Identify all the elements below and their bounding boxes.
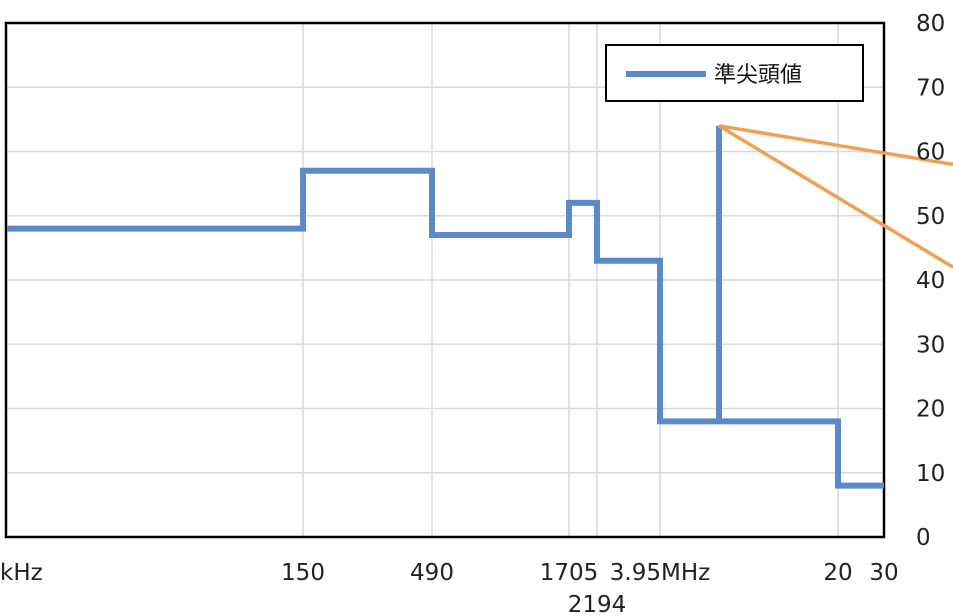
annotation-line	[718, 124, 953, 167]
y-tick-label: 40	[916, 268, 945, 294]
y-tick-label: 50	[916, 204, 945, 230]
y-tick-label: 60	[916, 140, 945, 166]
plot-area-border	[4, 21, 886, 539]
y-tick-label: 70	[916, 75, 945, 101]
x-tick-label: 20	[823, 560, 852, 586]
x-tick-label: 490	[410, 560, 454, 586]
y-tick-label: 80	[916, 11, 945, 37]
x-tick-label: kHz	[0, 560, 43, 586]
legend: 準尖頭値	[605, 44, 864, 102]
annotation-line	[718, 124, 953, 269]
x-tick-label: 30	[869, 560, 898, 586]
y-tick-label: 0	[916, 525, 931, 551]
y-tick-label: 30	[916, 332, 945, 358]
y-tick-label: 20	[916, 397, 945, 423]
x-tick-label: 1705	[540, 560, 599, 586]
y-axis-tick-labels: 0 10 20 30 40 50 60 70 80	[916, 11, 945, 551]
x-tick-label: 3.95MHz	[610, 560, 710, 586]
x-axis-tick-labels: kHz 150 490 1705 2194 3.95MHz 20 30	[0, 560, 899, 616]
x-tick-label: 2194	[568, 592, 627, 616]
x-tick-label: 150	[281, 560, 325, 586]
series-layer	[7, 125, 884, 489]
annotation-lines	[718, 124, 953, 269]
series-line	[7, 125, 884, 489]
y-tick-label: 10	[916, 461, 945, 487]
legend-entry: 準尖頭値	[714, 63, 802, 88]
